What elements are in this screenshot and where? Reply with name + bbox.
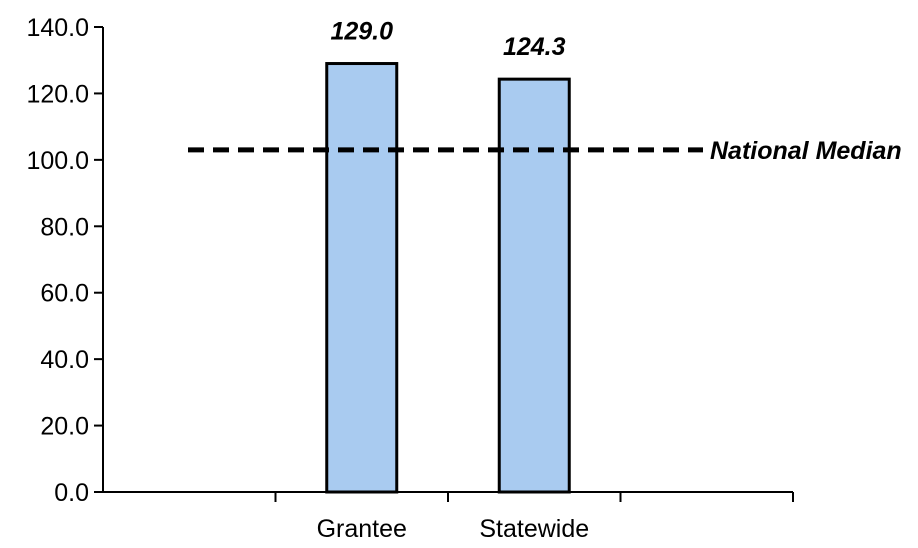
- y-tick-label: 120.0: [26, 80, 89, 108]
- y-axis: 0.0 20.0 40.0 60.0 80.0 100.0 120.0 140.0: [26, 14, 104, 507]
- x-category-label: Grantee: [317, 515, 407, 543]
- bars: [325, 62, 571, 494]
- bar-value-label: 124.3: [503, 33, 566, 61]
- bar-grantee: [325, 62, 399, 494]
- y-tick-label: 100.0: [26, 147, 89, 175]
- national-median-line-group: National Median: [188, 137, 902, 165]
- national-median-label: National Median: [710, 137, 902, 165]
- y-tick-label: 80.0: [40, 213, 89, 241]
- data-labels: 129.0 124.3: [330, 18, 565, 62]
- bar-value-label: 129.0: [330, 18, 393, 46]
- y-tick-label: 0.0: [54, 479, 89, 507]
- y-tick-label: 140.0: [26, 14, 89, 42]
- x-category-label: Statewide: [479, 515, 589, 543]
- x-axis: Grantee Statewide: [103, 491, 794, 543]
- y-tick-label: 20.0: [40, 413, 89, 441]
- bar-statewide: [497, 77, 571, 494]
- y-tick-label: 40.0: [40, 346, 89, 374]
- y-tick-label: 60.0: [40, 280, 89, 308]
